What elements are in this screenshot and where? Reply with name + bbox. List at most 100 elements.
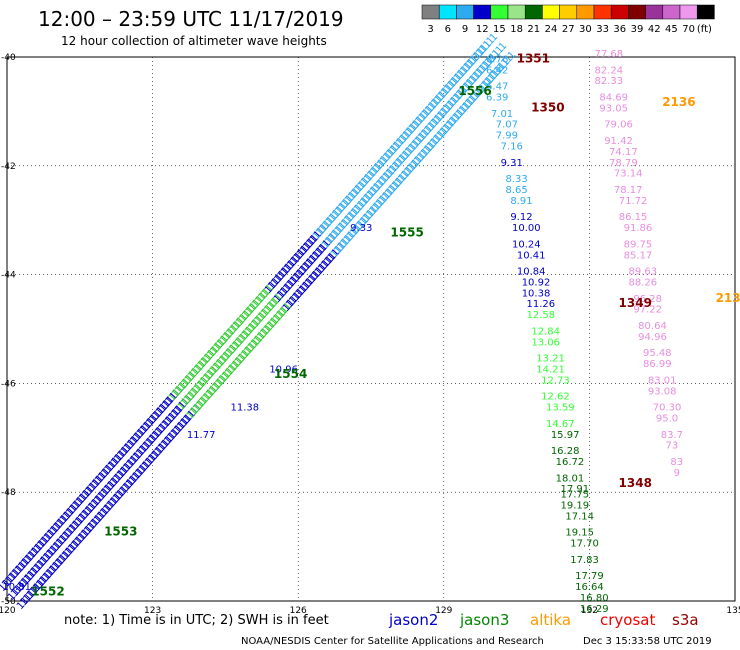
- swh-value: 17.75: [561, 490, 590, 501]
- swh-value: 9.31: [501, 158, 523, 169]
- satellite-s3a: s3a: [672, 611, 699, 629]
- scale-swatch: [456, 4, 474, 20]
- swh-value: 83: [670, 457, 683, 468]
- swh-value: 16.29: [580, 604, 609, 615]
- swh-value: 16.64: [575, 582, 604, 593]
- swh-value: 17.70: [570, 539, 599, 550]
- scale-label: 12: [476, 24, 489, 35]
- graticule: [7, 57, 735, 601]
- swh-value: 8.91: [510, 196, 532, 207]
- swh-value: 79.06: [604, 120, 633, 131]
- swh-value: 73: [666, 441, 679, 452]
- scale-label: 70: [682, 24, 695, 35]
- swh-value: 86.99: [643, 359, 672, 370]
- swh-value: 82.24: [594, 65, 623, 76]
- swh-value: 7.99: [496, 131, 518, 142]
- scale-label: 3: [427, 24, 433, 35]
- swh-value: 84.69: [599, 93, 628, 104]
- swh-value: 73.14: [614, 169, 643, 180]
- pass-time: 1351: [517, 51, 550, 65]
- scale-label: 21: [527, 24, 540, 35]
- swh-value: 10.84: [517, 267, 546, 278]
- pass-time-labels: 1351135015561555155415531552134913482136…: [31, 51, 740, 598]
- scale-label: 45: [665, 24, 678, 35]
- pass-time: 1348: [619, 476, 652, 490]
- swh-value: 91.86: [624, 223, 653, 234]
- swh-value: 88.26: [628, 277, 657, 288]
- swh-value: 94.96: [638, 332, 667, 343]
- swh-value: 9.12: [510, 212, 532, 223]
- swh-value: 7.16: [501, 141, 523, 152]
- satellite-jason2: jason2: [388, 611, 438, 629]
- swh-value: 10.96: [269, 365, 298, 376]
- swh-value: 83.01: [648, 375, 677, 386]
- swh-value: 17.91: [561, 484, 590, 495]
- swh-value: 10.00: [512, 223, 541, 234]
- swh-value: 13.06: [531, 337, 560, 348]
- y-tick-label: -44: [1, 271, 16, 281]
- swh-value: 10.81: [2, 582, 31, 593]
- scale-swatch: [662, 4, 681, 20]
- x-tick-label: 135: [726, 606, 740, 616]
- scale-swatch: [490, 4, 509, 20]
- scale-swatch: [559, 4, 578, 20]
- chart-title: 12:00 – 23:59 UTC 11/17/2019: [38, 7, 344, 31]
- swh-value: 10.41: [517, 250, 546, 261]
- scale-label: 18: [510, 24, 523, 35]
- x-tick-label: 132: [581, 606, 598, 616]
- pass-time: 1553: [104, 525, 137, 539]
- swh-value: 93.05: [599, 103, 628, 114]
- swh-value: 83.7: [661, 430, 683, 441]
- swh-value: 78.17: [614, 185, 643, 196]
- footnote: note: 1) Time is in UTC; 2) SWH is in fe…: [64, 613, 329, 628]
- swh-value: 9.33: [350, 223, 372, 234]
- scale-swatch: [542, 4, 560, 20]
- scale-swatch: [679, 4, 698, 20]
- swh-value: 17.14: [565, 511, 594, 522]
- swh-value: 12.62: [541, 392, 570, 403]
- satellite-legend: jason2 jason3 altika cryosat s3a: [388, 611, 699, 629]
- x-tick-label: 129: [435, 606, 452, 616]
- swh-value: 6.42: [486, 65, 508, 76]
- scale-label: 6: [445, 24, 451, 35]
- scale-label: 30: [579, 24, 592, 35]
- scale-swatch: [593, 4, 612, 20]
- swh-value: 13.59: [546, 403, 575, 414]
- swh-value: 10.24: [512, 239, 541, 250]
- scale-swatch: [610, 4, 629, 20]
- swh-value: 6.39: [486, 93, 508, 104]
- x-tick-label: 120: [0, 606, 16, 616]
- scale-swatch: [576, 4, 595, 20]
- swh-value: 89.63: [628, 267, 657, 278]
- swh-value: 77.68: [594, 49, 623, 60]
- satellite-jason3: jason3: [459, 611, 509, 629]
- swh-value: 95.48: [643, 348, 672, 359]
- swh-value: 16.80: [580, 593, 609, 604]
- swh-value: 70.30: [653, 403, 682, 414]
- scale-label: 27: [562, 24, 575, 35]
- scale-swatch: [507, 4, 526, 20]
- swh-value: 11.38: [230, 403, 259, 414]
- scale-label: 33: [596, 24, 609, 35]
- swh-value: 10.38: [522, 288, 551, 299]
- y-tick-label: -42: [1, 162, 16, 172]
- swh-value: 11.26: [527, 299, 556, 310]
- satellite-altika: altika: [530, 611, 571, 629]
- scale-unit: (ft): [697, 24, 712, 35]
- scale-swatch: [524, 4, 543, 20]
- pass-time: 213: [716, 291, 740, 305]
- swh-value: 12.84: [531, 326, 560, 337]
- scale-swatch: [696, 4, 715, 20]
- pass-time: 1555: [390, 226, 423, 240]
- x-tick-label: 123: [144, 606, 161, 616]
- swh-value: 9: [674, 468, 680, 479]
- swh-value: 14.21: [536, 365, 565, 376]
- y-tick-label: -50: [1, 597, 16, 607]
- swh-value: 15.97: [551, 430, 580, 441]
- pass-time: 2136: [662, 95, 695, 109]
- pass-time: 1349: [619, 296, 652, 310]
- y-tick-label: -48: [1, 488, 16, 498]
- pass-time: 1552: [31, 585, 64, 599]
